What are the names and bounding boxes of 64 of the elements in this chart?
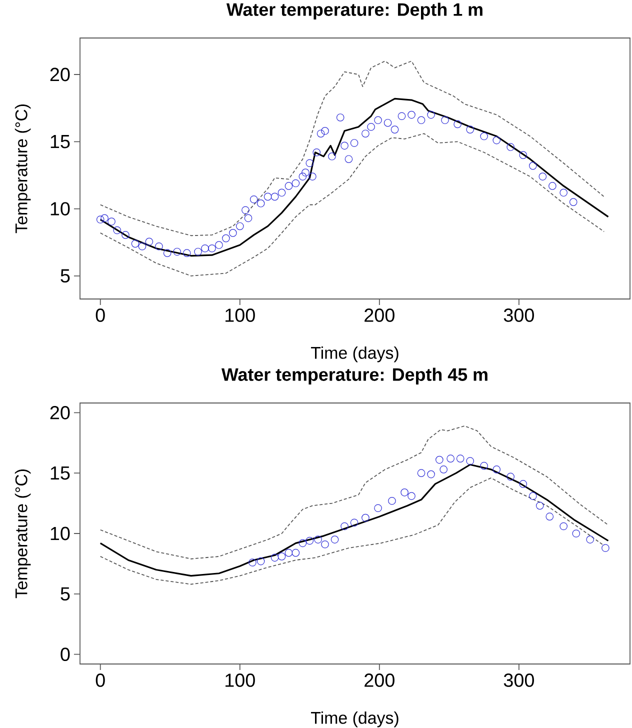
point bbox=[536, 502, 544, 510]
point bbox=[256, 557, 265, 566]
line-series bbox=[100, 426, 609, 560]
point bbox=[560, 522, 568, 530]
point bbox=[284, 548, 293, 557]
point bbox=[519, 480, 528, 488]
point bbox=[298, 539, 307, 548]
y-tick-label: 10 bbox=[50, 202, 70, 216]
point bbox=[292, 548, 300, 557]
point bbox=[408, 492, 416, 500]
point bbox=[400, 488, 408, 496]
point bbox=[427, 470, 435, 478]
point bbox=[436, 456, 444, 464]
x-tick-label: 300 bbox=[504, 674, 534, 687]
y-tick-label: 20 bbox=[50, 68, 70, 82]
point bbox=[529, 492, 537, 500]
y-tick-label: 15 bbox=[50, 466, 70, 480]
line-series bbox=[100, 60, 605, 236]
point bbox=[492, 466, 501, 474]
y-axis-title: Temperature (°C) bbox=[14, 104, 31, 234]
point bbox=[480, 462, 488, 470]
chart-title: Water temperature: Depth 1 m bbox=[226, 2, 482, 20]
point bbox=[417, 469, 426, 477]
y-tick-label: 10 bbox=[50, 526, 70, 540]
point bbox=[546, 512, 554, 520]
y-tick-label: 15 bbox=[50, 135, 70, 148]
x-axis-title: Time (days) bbox=[310, 346, 398, 362]
y-tick-label: 5 bbox=[60, 587, 70, 601]
point bbox=[506, 472, 514, 481]
point bbox=[314, 536, 322, 544]
x-tick-label: 100 bbox=[226, 674, 255, 687]
chart-title: Water temperature: Depth 45 m bbox=[221, 368, 488, 384]
point bbox=[586, 536, 594, 544]
x-tick-label: 100 bbox=[226, 308, 255, 322]
x-tick-label: 200 bbox=[364, 308, 394, 322]
y-tick-label: 5 bbox=[60, 269, 70, 283]
point bbox=[572, 530, 580, 538]
point bbox=[248, 558, 256, 566]
point bbox=[374, 504, 382, 512]
point bbox=[602, 544, 610, 552]
point bbox=[350, 518, 358, 527]
x-tick-label: 0 bbox=[96, 674, 105, 687]
line-series bbox=[100, 133, 605, 276]
x-tick-label: 200 bbox=[364, 674, 394, 687]
point bbox=[388, 496, 396, 505]
line-series bbox=[100, 477, 605, 585]
point bbox=[278, 552, 286, 560]
line-series bbox=[100, 464, 610, 577]
point bbox=[340, 522, 348, 530]
point bbox=[440, 466, 448, 474]
y-axis-title: Temperature (°C) bbox=[14, 470, 31, 598]
x-axis-title: Time (days) bbox=[310, 711, 398, 728]
y-tick-label: 0 bbox=[60, 648, 70, 662]
point bbox=[321, 540, 329, 548]
point bbox=[446, 454, 454, 462]
point bbox=[456, 454, 464, 462]
x-tick-label: 0 bbox=[96, 308, 105, 322]
point bbox=[270, 554, 279, 562]
point bbox=[362, 514, 370, 522]
point bbox=[466, 457, 474, 465]
x-tick-label: 300 bbox=[504, 308, 534, 322]
y-tick-label: 20 bbox=[50, 406, 70, 420]
point bbox=[306, 536, 314, 545]
point bbox=[330, 536, 339, 544]
